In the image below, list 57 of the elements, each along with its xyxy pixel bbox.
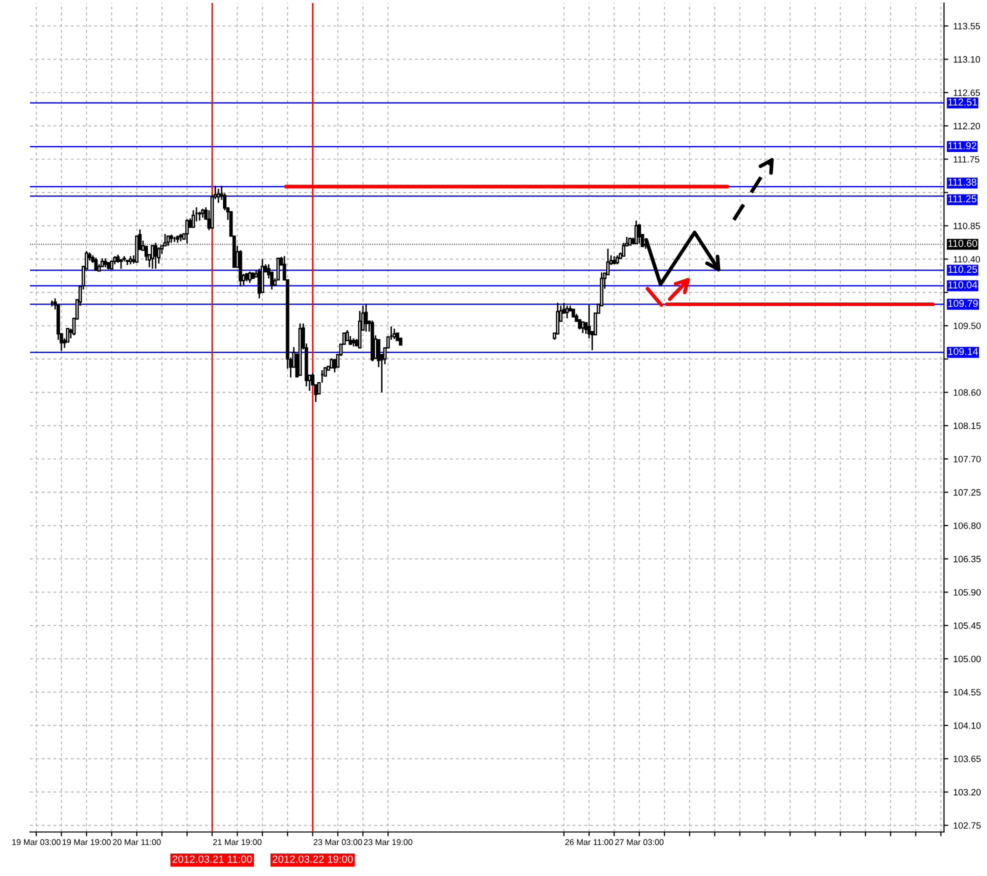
y-tick-label: 105.90 [954, 589, 981, 596]
candlestick [119, 258, 123, 270]
candlestick [248, 270, 252, 284]
y-tick-label: 107.70 [954, 456, 981, 462]
y-tick-label: 111.75 [954, 156, 980, 163]
y-tick-label: 113.55 [954, 22, 980, 30]
candlestick [216, 188, 220, 204]
candlestick [192, 210, 196, 228]
y-tick-label: 106.80 [954, 522, 981, 529]
ref-line-label: 111.25 [948, 195, 976, 202]
ref-line-label: 110.60 [948, 240, 978, 247]
x-tick-label: 27 Mar 03:00 [615, 839, 664, 846]
y-tick-label: 107.25 [954, 489, 981, 496]
ref-line-label: 2012.03.21 11:00 [172, 855, 252, 863]
x-tick-label: 19 Mar 19:00 [62, 839, 111, 846]
candlestick [330, 358, 334, 369]
ref-line-label: 110.04 [948, 281, 978, 288]
y-tick-label: 105.45 [954, 622, 981, 629]
ref-line-label: 110.25 [948, 266, 978, 273]
candlestick [364, 304, 368, 332]
ref-line-label: 109.79 [948, 300, 978, 307]
candlestick [606, 248, 610, 276]
candlestick [578, 319, 582, 330]
y-tick-label: 108.60 [954, 389, 981, 396]
x-tick-label: 21 Mar 19:00 [213, 839, 262, 846]
y-tick-label: 113.10 [954, 56, 980, 63]
y-tick-label: 106.35 [954, 556, 981, 562]
ref-line-label: 111.38 [948, 178, 976, 186]
y-tick-label: 103.20 [954, 788, 981, 796]
y-tick-label: 105.00 [954, 656, 981, 662]
candlestick [581, 321, 585, 334]
y-tick-label: 110.85 [954, 222, 980, 230]
ref-line-label: 109.14 [948, 348, 978, 356]
y-tick-label: 110.40 [954, 256, 980, 263]
candlestick [346, 329, 349, 342]
x-tick-label: 19 Mar 03:00 [12, 839, 61, 846]
ref-line-label: 111.92 [948, 142, 976, 150]
y-tick-label: 104.10 [954, 722, 981, 729]
candlestick [157, 246, 160, 264]
ref-line-label: 2012.03.22 19:00 [272, 855, 353, 863]
y-tick-label: 112.20 [954, 122, 980, 130]
ref-line-label: 112.51 [948, 98, 978, 106]
x-tick-label: 26 Mar 11:00 [565, 839, 613, 846]
x-tick-label: 20 Mar 11:00 [112, 839, 161, 846]
candlestick [258, 268, 262, 300]
y-tick-label: 104.55 [954, 689, 981, 696]
candlestick [565, 305, 569, 320]
y-tick-label: 102.75 [954, 822, 981, 829]
y-tick-label: 108.15 [954, 422, 981, 430]
candlestick [94, 256, 98, 272]
x-tick-label: 23 Mar 19:00 [364, 839, 412, 846]
x-tick-label: 23 Mar 03:00 [314, 839, 362, 846]
y-tick-label: 103.65 [954, 756, 981, 762]
y-tick-label: 112.65 [954, 89, 980, 96]
candlestick [392, 328, 396, 340]
candlestick [556, 302, 560, 335]
y-tick-label: 109.50 [954, 322, 981, 330]
